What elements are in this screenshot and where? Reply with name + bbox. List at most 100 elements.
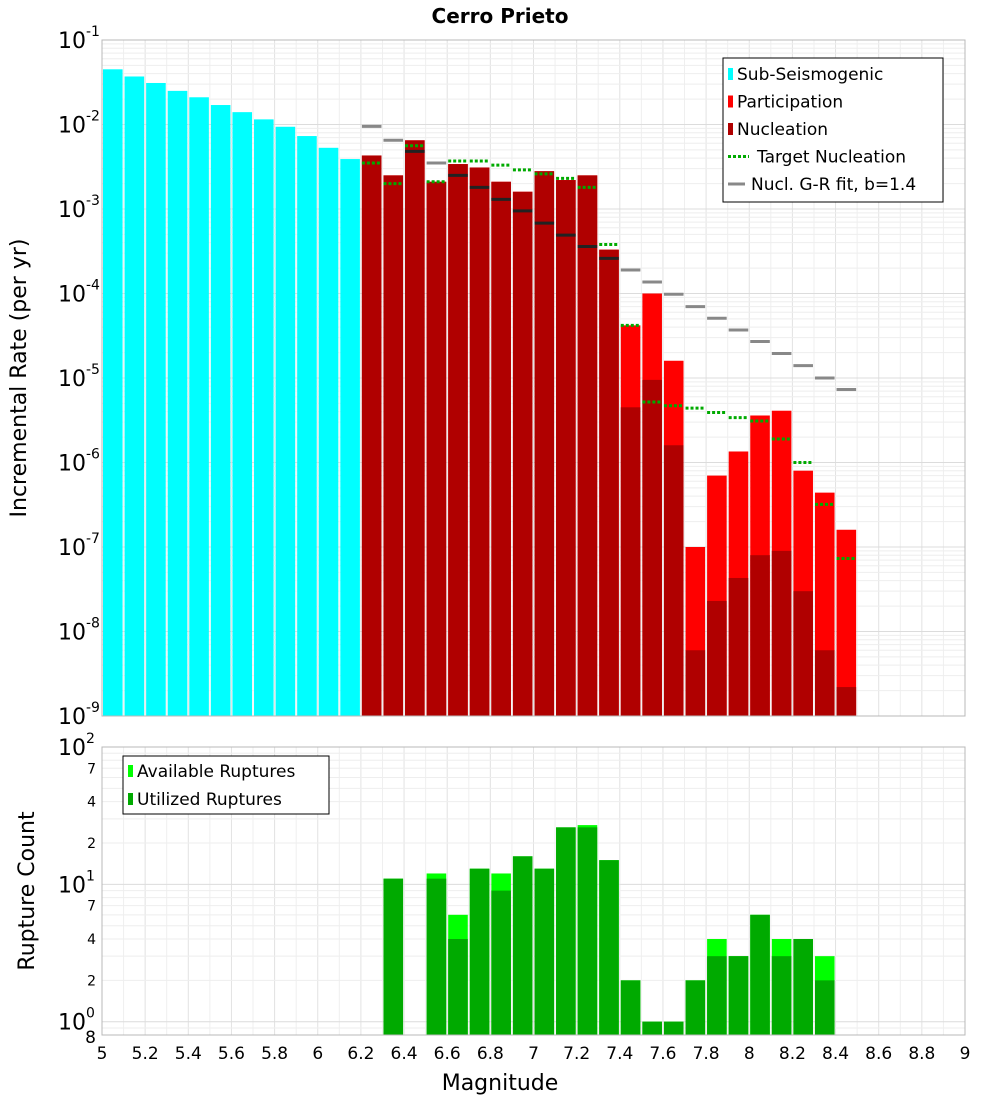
x-tick-label: 6.6 (434, 1044, 461, 1064)
nucleation-bar (620, 407, 641, 716)
sub-seismogenic-bar (146, 82, 166, 717)
nucleation-bar (814, 650, 835, 716)
nucleation-bar (793, 591, 813, 716)
rate-legend-swatch (728, 68, 733, 80)
x-tick-label: 8.6 (865, 1044, 892, 1064)
sub-seismogenic-bar (340, 159, 360, 716)
count-legend-label: Available Ruptures (137, 762, 295, 782)
count-y-minor-label: 7 (87, 899, 96, 915)
x-tick-label: 9 (960, 1044, 971, 1064)
nucleation-bar (707, 600, 727, 716)
nucleation-bar (599, 249, 619, 716)
nucleation-bar (469, 167, 490, 717)
rate-y-tick-label: 10-4 (58, 278, 100, 308)
rate-plot-border (101, 39, 966, 717)
rate-y-tick-label: 10-7 (58, 531, 100, 561)
sub-seismogenic-bar (318, 147, 339, 716)
sub-seismogenic-bar (189, 97, 209, 717)
nucleation-bar (383, 175, 404, 716)
utilized-ruptures-bar (577, 827, 598, 1035)
count-y-tick-label: 102 (58, 731, 95, 761)
rate-legend-label: Target Nucleation (756, 148, 906, 168)
count-legend-box (122, 755, 330, 815)
rate-y-tick-label: 10-9 (58, 700, 100, 730)
rate-legend-label: Nucleation (737, 120, 828, 140)
x-tick-label: 8 (744, 1044, 755, 1064)
utilized-ruptures-bar (469, 868, 490, 1035)
nucleation-bar (534, 171, 555, 716)
nucleation-bar (642, 379, 662, 716)
count-legend-label: Utilized Ruptures (137, 790, 282, 810)
sub-seismogenic-bar (275, 126, 296, 717)
utilized-ruptures-bar (793, 939, 813, 1035)
x-tick-label: 7.6 (649, 1044, 676, 1064)
utilized-ruptures-bar (707, 956, 727, 1035)
utilized-ruptures-bar (814, 980, 835, 1035)
count-y-minor-label: 2 (87, 836, 96, 852)
utilized-ruptures-bar (642, 1021, 662, 1035)
x-tick-label: 7.2 (563, 1044, 590, 1064)
utilized-ruptures-bar (491, 890, 511, 1035)
sub-seismogenic-bar (254, 119, 274, 716)
utilized-ruptures-bar (426, 878, 447, 1035)
rate-legend-swatch (728, 123, 733, 135)
x-tick-label: 5.8 (261, 1044, 288, 1064)
rate-y-tick-label: 10-5 (58, 362, 100, 392)
rate-y-tick-label: 10-3 (58, 193, 100, 223)
rate-y-tick-label: 10-1 (58, 24, 100, 54)
utilized-ruptures-bar (663, 1021, 684, 1035)
rate-y-tick-label: 10-2 (58, 109, 100, 139)
x-tick-label: 7 (528, 1044, 539, 1064)
nucleation-bar (448, 164, 468, 716)
rate-legend-label: Participation (737, 93, 843, 113)
nucleation-bar (728, 577, 749, 716)
rate-y-tick-label: 10-6 (58, 447, 100, 477)
sub-seismogenic-bar (210, 105, 231, 716)
nucleation-bar (491, 181, 511, 717)
nucleation-bar (685, 650, 706, 716)
x-tick-label: 6 (312, 1044, 323, 1064)
count-y-minor-label: 4 (87, 795, 96, 811)
nucleation-bar (771, 550, 792, 716)
x-tick-label: 8.8 (908, 1044, 935, 1064)
rate-legend-box (722, 57, 944, 203)
count-y-axis-title: Rupture Count (15, 811, 40, 971)
nucleation-bar (663, 445, 684, 716)
x-tick-label: 5.4 (175, 1044, 202, 1064)
sub-seismogenic-bar (103, 69, 123, 717)
count-legend-swatch (128, 793, 133, 805)
utilized-ruptures-bar (448, 939, 468, 1035)
count-y-tick-label: 101 (58, 868, 95, 898)
nucleation-bar (836, 687, 857, 716)
nucleation-bar (577, 175, 598, 716)
x-tick-label: 6.2 (347, 1044, 374, 1064)
count-y-tick-label: 100 (58, 1006, 95, 1036)
count-legend-swatch (128, 765, 133, 777)
x-axis-title: Magnitude (442, 1071, 559, 1096)
utilized-ruptures-bar (771, 956, 792, 1035)
count-y-minor-label: 7 (87, 761, 96, 777)
rate-y-axis-title: Incremental Rate (per yr) (7, 239, 32, 518)
count-y-minor-label: 4 (87, 932, 96, 948)
utilized-ruptures-bar (599, 860, 619, 1035)
participation-bar (836, 529, 857, 716)
utilized-ruptures-bar (534, 868, 555, 1035)
x-tick-label: 5.6 (218, 1044, 245, 1064)
utilized-ruptures-bar (728, 956, 749, 1035)
nucleation-bar (512, 191, 533, 717)
x-tick-label: 8.4 (822, 1044, 849, 1064)
x-tick-label: 5 (97, 1044, 108, 1064)
nucleation-bar (426, 181, 447, 717)
x-tick-label: 7.4 (606, 1044, 633, 1064)
x-tick-label: 8.2 (779, 1044, 806, 1064)
count-plot-border (101, 746, 966, 1036)
x-tick-label: 6.4 (391, 1044, 418, 1064)
rate-legend-label: Nucl. G-R fit, b=1.4 (751, 175, 916, 195)
utilized-ruptures-bar (512, 856, 533, 1035)
utilized-ruptures-bar (556, 827, 576, 1035)
rate-legend-swatch (728, 95, 733, 108)
utilized-ruptures-bar (685, 980, 706, 1035)
x-tick-label: 5.2 (132, 1044, 159, 1064)
